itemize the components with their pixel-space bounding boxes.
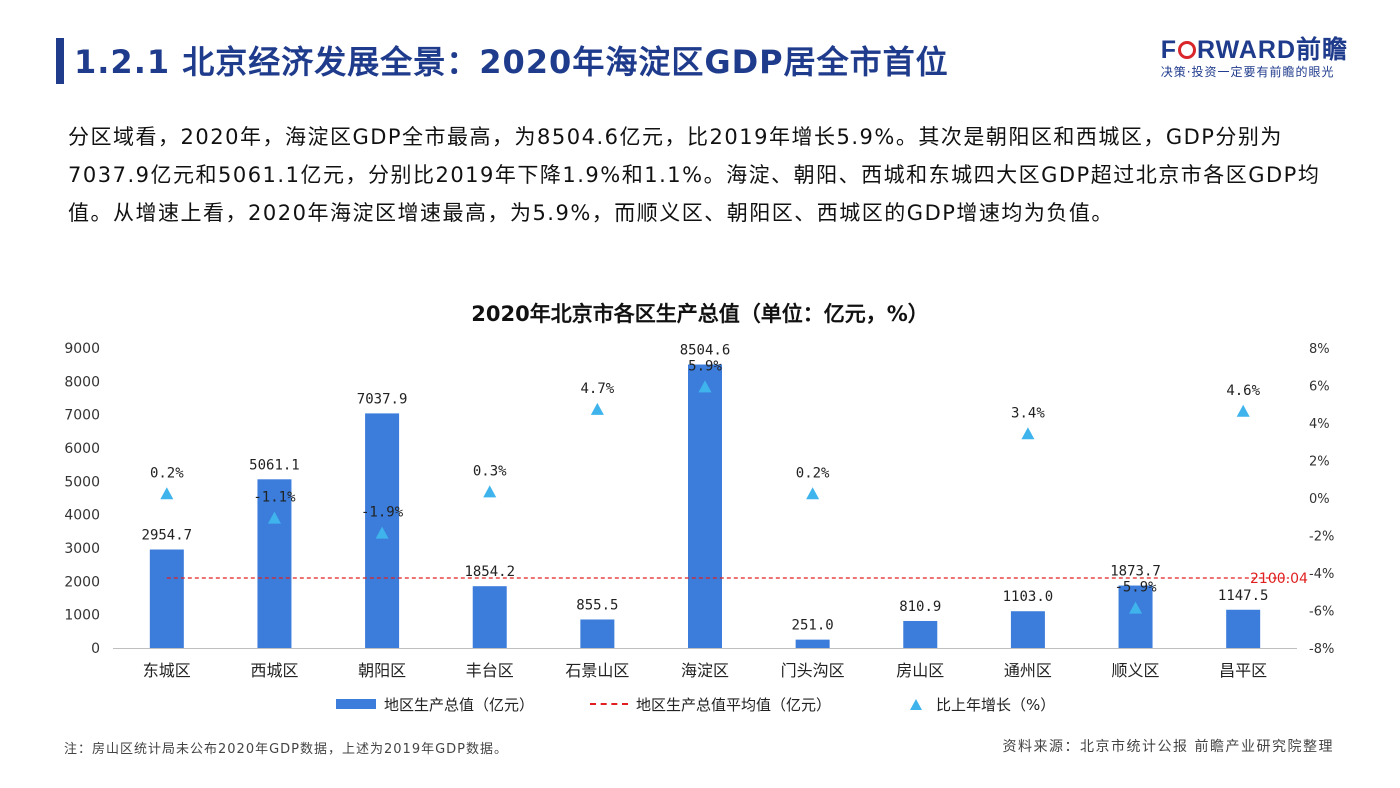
bar [472,586,507,648]
y-right-tick-label: 6% [1309,380,1330,395]
x-tick-label: 石景山区 [565,661,629,680]
growth-marker [590,402,604,415]
growth-marker [483,485,497,498]
bar-value-label: 1873.7 [1110,564,1161,580]
growth-value-label: 3.4% [1011,405,1045,421]
growth-value-label: 4.7% [581,381,615,397]
x-tick-label: 房山区 [896,661,944,680]
x-tick-label: 顺义区 [1112,661,1160,680]
logo-wordmark: F RWARD前瞻 [1161,36,1348,64]
y-left-tick-label: 9000 [64,341,100,357]
growth-marker [1236,404,1250,417]
growth-value-label: 0.2% [796,465,830,481]
y-right-tick-label: -2% [1309,530,1334,545]
x-tick-label: 东城区 [143,661,191,680]
source-note: 资料来源：北京市统计公报 前瞻产业研究院整理 [1002,739,1334,755]
y-right-tick-label: -8% [1309,642,1334,657]
bar-value-label: 810.9 [899,599,941,615]
y-left-tick-label: 4000 [64,508,100,524]
bar [1226,609,1261,648]
growth-value-label: 0.2% [150,465,184,481]
bar [580,619,615,648]
y-right-tick-label: 0% [1309,492,1330,507]
bar [149,549,184,648]
y-left-tick-label: 6000 [64,441,100,457]
page-title: 1.2.1 北京经济发展全景：2020年海淀区GDP居全市首位 [74,43,949,81]
bar-value-label: 1103.0 [1003,589,1054,605]
bar [1010,611,1045,648]
x-tick-label: 海淀区 [681,661,729,680]
y-left-tick-label: 1000 [64,608,100,624]
brand-logo: F RWARD前瞻 决策·投资一定要有前瞻的眼光 [1161,36,1348,80]
legend-item-avg: 地区生产总值平均值（亿元） [590,692,831,716]
growth-marker [160,487,174,500]
bar-value-label: 251.0 [792,618,834,634]
y-left-tick-label: 8000 [64,374,100,390]
chart-title: 2020年北京市各区生产总值（单位：亿元，%） [471,302,929,326]
y-left-tick-label: 0 [91,641,100,657]
y-left-tick-label: 3000 [64,541,100,557]
growth-value-label: 0.3% [473,463,507,479]
growth-marker [1129,601,1143,614]
x-tick-label: 丰台区 [466,661,514,680]
bar-value-label: 1147.5 [1218,588,1269,604]
y-right-tick-label: -4% [1309,567,1334,582]
growth-value-label: -5.9% [1114,580,1157,596]
bar-value-label: 855.5 [576,597,618,613]
growth-value-label: 5.9% [688,358,722,374]
bar [257,479,292,648]
summary-paragraph: 分区域看，2020年，海淀区GDP全市最高，为8504.6亿元，比2019年增长… [68,125,1321,225]
legend-bar-swatch [336,699,376,709]
y-right-tick-label: 4% [1309,417,1330,432]
legend-line-swatch [590,703,628,705]
growth-marker [375,526,389,539]
y-right-tick-label: -6% [1309,605,1334,620]
title-accent-bar [56,38,64,84]
legend-item-bar: 地区生产总值（亿元） [336,692,534,716]
growth-marker [1021,427,1035,440]
y-left-tick-label: 7000 [64,408,100,424]
growth-marker [267,511,281,524]
x-tick-label: 朝阳区 [358,661,406,680]
chart-legend: 地区生产总值（亿元） 地区生产总值平均值（亿元） 比上年增长（%） [0,692,1400,716]
y-right-tick-label: 2% [1309,455,1330,470]
legend-label-avg: 地区生产总值平均值（亿元） [636,695,832,714]
x-tick-label: 通州区 [1004,661,1052,680]
legend-label-growth: 比上年增长（%） [936,695,1056,714]
bar-value-label: 8504.6 [680,343,731,359]
y-right-tick-label: 8% [1309,342,1330,357]
bar-value-label: 2954.7 [142,528,193,544]
bar [1118,585,1153,648]
legend-item-growth: 比上年增长（%） [904,692,1055,716]
growth-value-label: -1.1% [253,490,296,506]
y-left-tick-label: 5000 [64,474,100,490]
growth-value-label: 4.6% [1226,383,1260,399]
bar-value-label: 1854.2 [464,564,515,580]
x-tick-label: 门头沟区 [781,661,845,680]
legend-label-bar: 地区生产总值（亿元） [384,695,535,714]
bar [795,639,830,648]
logo-prefix: F [1160,36,1178,64]
footnote: 注：房山区统计局未公布2020年GDP数据，上述为2019年GDP数据。 [64,742,509,757]
logo-suffix: RWARD前瞻 [1197,36,1348,64]
growth-value-label: -1.9% [361,505,404,521]
growth-marker [698,380,712,393]
bar-value-label: 5061.1 [249,457,300,473]
average-value-label: 2100.04 [1250,571,1308,587]
y-left-tick-label: 2000 [64,574,100,590]
logo-tagline: 决策·投资一定要有前瞻的眼光 [1160,65,1335,79]
bar [903,620,938,648]
logo-o-ring-icon [1178,41,1197,59]
growth-marker [806,487,820,500]
x-tick-label: 昌平区 [1219,661,1267,680]
bar-value-label: 7037.9 [357,391,408,407]
bar [688,364,722,648]
legend-triangle-icon [910,698,922,710]
x-tick-label: 西城区 [250,661,298,680]
